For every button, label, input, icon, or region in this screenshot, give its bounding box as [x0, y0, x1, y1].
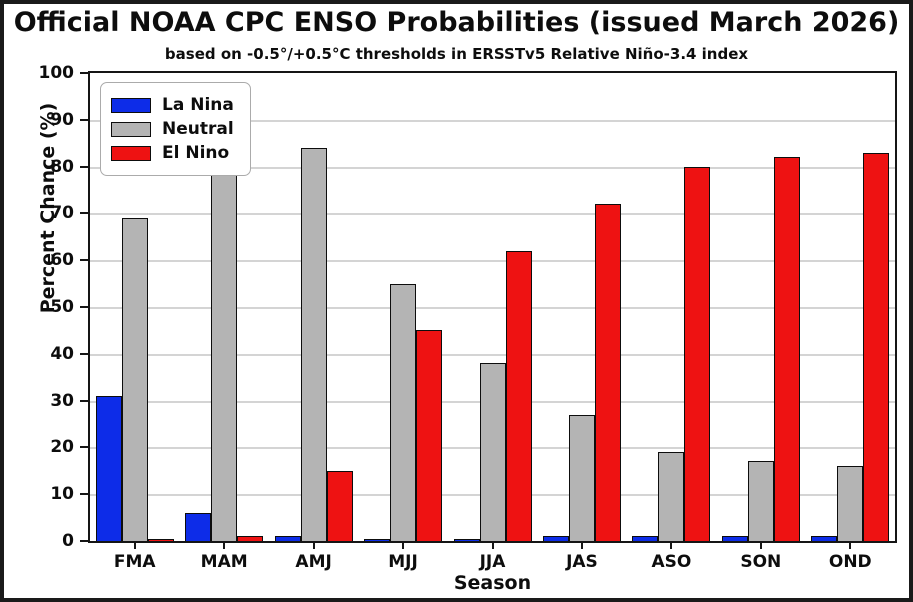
y-tick-label-100: 100 [38, 63, 75, 83]
bar-la-nina-ond [811, 536, 837, 541]
bar-el-nino-amj [327, 471, 353, 541]
y-tick-mark-50 [80, 306, 88, 308]
legend: La Nina Neutral El Nino [100, 82, 251, 176]
legend-item-la-nina: La Nina [111, 95, 234, 115]
x-tick-label-ond: OND [828, 552, 872, 572]
legend-label: Neutral [162, 119, 234, 139]
bar-el-nino-jas [595, 204, 621, 541]
x-tick-label-amj: AMJ [295, 552, 332, 572]
x-tick-mark-ond [849, 543, 852, 549]
gridline-60 [90, 260, 895, 263]
x-tick-label-fma: FMA [113, 552, 156, 572]
y-tick-label-70: 70 [50, 203, 74, 224]
bar-la-nina-son [722, 536, 748, 541]
bar-neutral-mam [211, 106, 237, 541]
legend-item-el-nino: El Nino [111, 143, 234, 163]
y-tick-mark-70 [80, 212, 88, 215]
bar-la-nina-aso [632, 536, 658, 541]
x-axis-label: Season [453, 572, 532, 594]
x-tick-label-mam: MAM [200, 552, 248, 572]
y-axis-label: Percent Chance (%) [37, 102, 59, 314]
bar-el-nino-aso [684, 167, 710, 541]
bar-el-nino-fma [148, 539, 174, 541]
x-tick-mark-amj [312, 543, 315, 549]
plot-area: La Nina Neutral El Nino [88, 71, 897, 543]
chart-title: Official NOAA CPC ENSO Probabilities (is… [13, 7, 900, 38]
y-tick-label-40: 40 [50, 343, 74, 364]
bar-el-nino-mam [237, 536, 263, 541]
bar-neutral-jja [480, 363, 506, 541]
gridline-90 [90, 119, 895, 122]
gridline-80 [90, 166, 895, 169]
bar-neutral-aso [658, 452, 684, 541]
y-tick-mark-90 [80, 118, 88, 121]
y-axis: 0 10 20 30 40 50 60 70 80 90 100 [0, 63, 88, 551]
x-tick-mark-son [759, 543, 762, 549]
bar-la-nina-fma [96, 396, 122, 541]
bar-el-nino-ond [863, 153, 889, 541]
y-tick-label-50: 50 [50, 297, 74, 317]
chart-subtitle: based on -0.5°/+0.5°C thresholds in ERSS… [164, 45, 749, 63]
y-tick-mark-40 [80, 352, 88, 355]
bar-la-nina-mam [185, 513, 211, 541]
gridline-50 [90, 307, 895, 309]
y-tick-mark-10 [80, 493, 88, 496]
legend-swatch-la-nina [111, 97, 151, 113]
x-tick-label-aso: ASO [651, 552, 692, 572]
legend-swatch-neutral [111, 121, 151, 137]
y-tick-label-0: 0 [62, 531, 74, 551]
x-axis: FMA MAM AMJ MJJ JJA JAS ASO SON OND [88, 543, 897, 577]
y-tick-mark-60 [80, 259, 88, 262]
x-tick-label-jja: JJA [479, 552, 506, 572]
bar-la-nina-amj [275, 536, 301, 541]
bar-el-nino-jja [506, 251, 532, 541]
y-tick-label-90: 90 [50, 109, 74, 130]
gridline-70 [90, 213, 895, 216]
bar-la-nina-jja [454, 539, 480, 541]
x-tick-label-jas: JAS [566, 552, 598, 572]
y-tick-label-20: 20 [50, 437, 74, 458]
bar-la-nina-mjj [364, 539, 390, 541]
bar-la-nina-jas [543, 536, 569, 541]
y-tick-label-60: 60 [50, 250, 74, 271]
legend-label: El Nino [162, 143, 230, 163]
y-tick-label-30: 30 [50, 390, 74, 411]
y-tick-mark-30 [80, 399, 88, 402]
x-tick-mark-jja [491, 543, 494, 549]
y-tick-mark-100 [80, 72, 88, 74]
bar-neutral-ond [837, 466, 863, 541]
bar-neutral-amj [301, 148, 327, 541]
x-tick-mark-fma [133, 543, 136, 549]
legend-label: La Nina [162, 95, 234, 115]
x-tick-label-mjj: MJJ [388, 552, 418, 572]
bar-neutral-mjj [390, 284, 416, 541]
bar-el-nino-mjj [416, 330, 442, 541]
bar-neutral-jas [569, 415, 595, 541]
x-tick-mark-aso [670, 543, 673, 549]
x-tick-mark-jas [580, 543, 583, 549]
y-tick-label-10: 10 [50, 484, 74, 505]
y-tick-mark-80 [80, 165, 88, 168]
y-tick-label-80: 80 [50, 156, 74, 177]
x-tick-mark-mjj [402, 543, 405, 549]
x-tick-mark-mam [223, 543, 226, 549]
x-tick-label-son: SON [740, 552, 782, 572]
gridline-40 [90, 353, 895, 356]
bar-neutral-son [748, 461, 774, 541]
legend-item-neutral: Neutral [111, 119, 234, 139]
bar-el-nino-son [774, 157, 800, 541]
y-tick-mark-20 [80, 446, 88, 449]
legend-swatch-el-nino [111, 145, 151, 161]
y-tick-mark-0 [80, 540, 88, 542]
bar-neutral-fma [122, 218, 148, 541]
